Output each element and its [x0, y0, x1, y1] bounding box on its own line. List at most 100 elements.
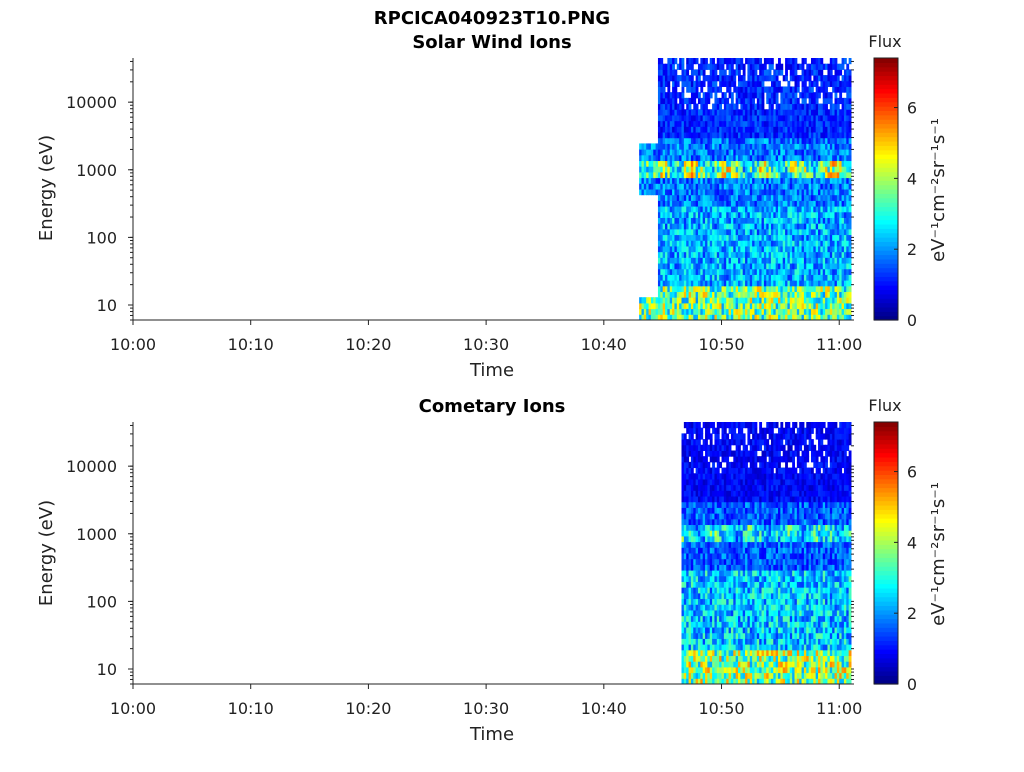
heatmap-cell	[691, 433, 694, 439]
heatmap-cell	[719, 104, 722, 110]
colorbar-segment	[874, 132, 898, 137]
heatmap-cell	[849, 149, 852, 155]
heatmap-cell	[780, 64, 783, 70]
heatmap-cell	[717, 428, 720, 434]
x-tick-label: 10:20	[345, 335, 391, 354]
heatmap-cell	[738, 69, 741, 75]
colorbar-segment	[874, 172, 898, 177]
colorbar-segment	[874, 298, 898, 303]
heatmap-cell	[705, 456, 708, 462]
y-axis-label: Energy (eV)	[36, 135, 57, 241]
heatmap-cell	[849, 161, 852, 167]
heatmap-cell	[797, 98, 800, 104]
y-tick-label: 1000	[76, 161, 117, 180]
heatmap-cell	[686, 69, 689, 75]
heatmap-cell	[743, 64, 746, 70]
heatmap-cell	[700, 428, 703, 434]
heatmap-cell	[729, 445, 732, 451]
heatmap-cell	[795, 58, 798, 64]
colorbar-segment	[874, 246, 898, 251]
heatmap-cell	[776, 75, 779, 81]
heatmap-cell	[740, 58, 743, 64]
colorbar-segment	[874, 62, 898, 67]
colorbar-tick-label: 4	[907, 169, 917, 188]
colorbar-segment	[874, 198, 898, 203]
heatmap-cell	[849, 200, 852, 206]
colorbar-segment	[874, 276, 898, 281]
heatmap-cell	[667, 86, 670, 92]
colorbar-segment	[874, 211, 898, 216]
heatmap-cell	[726, 98, 729, 104]
heatmap-cell	[726, 433, 729, 439]
heatmap-cell	[691, 468, 694, 474]
colorbar-tick-label: 2	[907, 240, 917, 259]
heatmap-cells	[682, 422, 852, 685]
panel-title: Cometary Ions	[419, 396, 566, 417]
heatmap-cell	[762, 104, 765, 110]
heatmap-cell	[684, 433, 687, 439]
colorbar-segment	[874, 163, 898, 168]
heatmap-cell	[849, 115, 852, 121]
heatmap-cell	[696, 104, 699, 110]
heatmap-cell	[769, 69, 772, 75]
heatmap-cell	[762, 92, 765, 98]
colorbar-segment	[874, 255, 898, 260]
heatmap-cell	[705, 58, 708, 64]
heatmap-cell	[762, 98, 765, 104]
heatmap-cell	[698, 75, 701, 81]
heatmap-cell	[707, 462, 710, 468]
heatmap-cell	[830, 69, 833, 75]
colorbar-tick-label: 0	[907, 311, 917, 330]
colorbar-segment	[874, 185, 898, 190]
y-tick-label: 100	[86, 228, 117, 247]
heatmap-cell	[849, 229, 852, 235]
colorbar-segment	[874, 180, 898, 185]
heatmap-cell	[660, 58, 663, 64]
colorbar-segment	[874, 158, 898, 163]
heatmap-cell	[707, 428, 710, 434]
colorbar-segment	[874, 80, 898, 85]
heatmap-cell	[830, 92, 833, 98]
heatmap-cell	[700, 433, 703, 439]
heatmap-cell	[804, 58, 807, 64]
x-tick-label: 10:50	[698, 335, 744, 354]
heatmap-cell	[797, 81, 800, 87]
colorbar-segment	[874, 289, 898, 294]
x-axis-label: Time	[469, 360, 514, 381]
heatmap-cell	[689, 104, 692, 110]
colorbar-segment	[874, 224, 898, 229]
heatmap-cell	[722, 64, 725, 70]
heatmap-cell	[816, 81, 819, 87]
heatmap-cell	[849, 292, 852, 298]
heatmap-cell	[802, 64, 805, 70]
heatmap-cell	[682, 58, 685, 64]
heatmap-cell	[849, 269, 852, 275]
heatmap-cell	[818, 92, 821, 98]
heatmap-cell	[797, 86, 800, 92]
colorbar-segment	[874, 145, 898, 150]
colorbar-segment	[874, 259, 898, 264]
panel-title: Solar Wind Ions	[412, 32, 571, 53]
heatmap-cell	[804, 81, 807, 87]
heatmap-cell	[849, 217, 852, 223]
heatmap-cell	[710, 433, 713, 439]
heatmap-cell	[849, 240, 852, 246]
heatmap-cell	[754, 69, 757, 75]
heatmap-cell	[736, 104, 739, 110]
colorbar-segment	[874, 281, 898, 286]
heatmap-cell	[785, 69, 788, 75]
heatmap-cell	[835, 58, 838, 64]
heatmap-cell	[672, 64, 675, 70]
colorbar-segment	[874, 89, 898, 94]
heatmap-cell	[778, 81, 781, 87]
colorbar-segment	[874, 303, 898, 308]
heatmap-cell	[710, 92, 713, 98]
heatmap-cell	[719, 462, 722, 468]
heatmap-cell	[849, 257, 852, 263]
heatmap-cell	[707, 98, 710, 104]
heatmap-cell	[724, 92, 727, 98]
heatmap-cell	[703, 81, 706, 87]
heatmap-cell	[663, 86, 666, 92]
